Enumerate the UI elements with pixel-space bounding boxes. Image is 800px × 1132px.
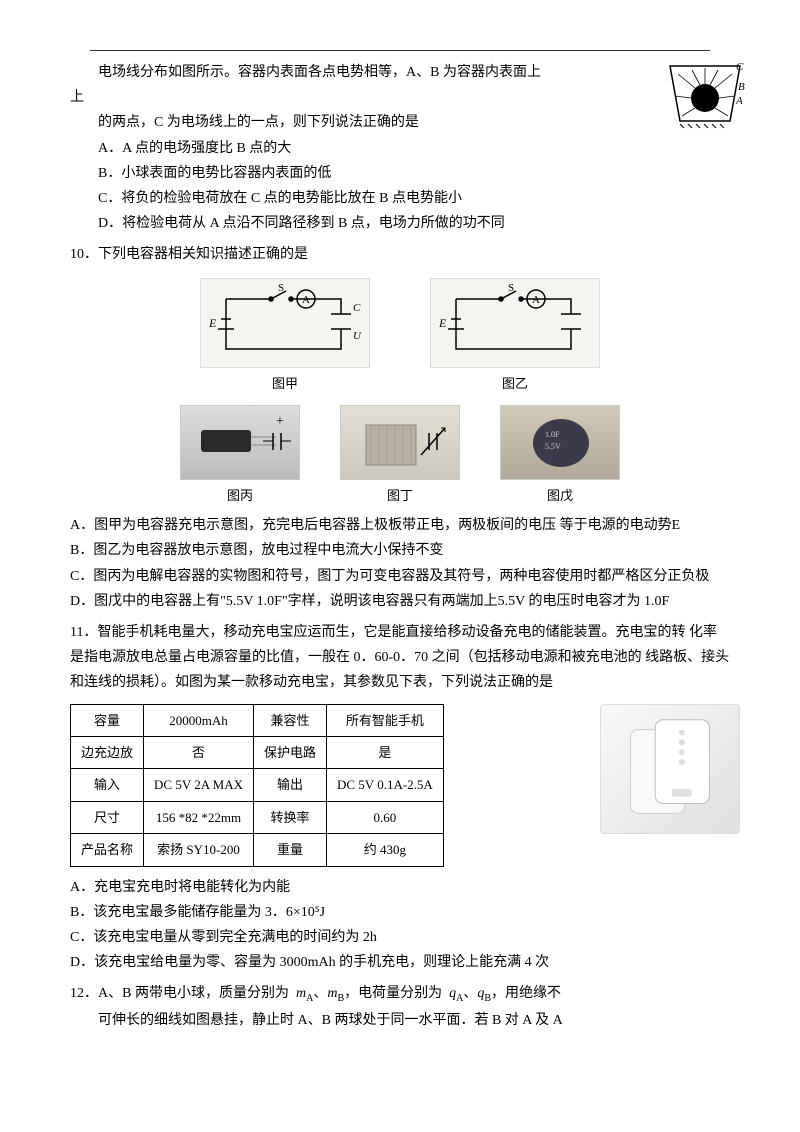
q12-stem-line2: 可伸长的细线如图悬挂，静止时 A、B 两球处于同一水平面．若 B 对 A 及 A: [70, 1008, 730, 1033]
q10-circuit-yi: S A E 图乙: [430, 278, 600, 395]
q10-label-bing: 图丙: [180, 484, 300, 507]
q11-option-c: C．该充电宝电量从零到完全充满电的时间约为 2h: [70, 925, 730, 950]
table-cell: 保护电路: [253, 736, 326, 768]
table-cell: DC 5V 0.1A-2.5A: [327, 769, 444, 801]
table-cell: 输入: [71, 769, 144, 801]
table-cell: 输出: [253, 769, 326, 801]
q10-label-ding: 图丁: [340, 484, 460, 507]
q10-photo-row: + 图丙 图丁 1.0F 5.5V 图戊: [70, 405, 730, 507]
table-cell: 所有智能手机: [327, 704, 444, 736]
svg-text:U: U: [353, 330, 362, 342]
q10-label-yi: 图乙: [430, 372, 600, 395]
table-row: 边充边放否保护电路是: [71, 736, 444, 768]
svg-text:A: A: [302, 294, 310, 306]
table-cell: DC 5V 2A MAX: [144, 769, 254, 801]
q10-option-b: B．图乙为电容器放电示意图，放电过程中电流大小保持不变: [70, 538, 730, 563]
q9-option-c: C．将负的检验电荷放在 C 点的电势能比放在 B 点电势能小: [70, 186, 730, 211]
q9-option-b: B．小球表面的电势比容器内表面的低: [70, 161, 730, 186]
table-cell: 约 430g: [327, 834, 444, 866]
q10-stem: 10．下列电容器相关知识描述正确的是: [70, 242, 730, 267]
q11-spec-table: 容量20000mAh兼容性所有智能手机边充边放否保护电路是输入DC 5V 2A …: [70, 704, 444, 867]
page-top-rule: [90, 50, 710, 51]
q10-circuit-jia: S A C U E 图甲: [200, 278, 370, 395]
svg-text:A: A: [532, 294, 540, 306]
table-cell: 否: [144, 736, 254, 768]
table-cell: 容量: [71, 704, 144, 736]
table-row: 容量20000mAh兼容性所有智能手机: [71, 704, 444, 736]
q11-stem: 11．智能手机耗电量大，移动充电宝应运而生，它是能直接给移动设备充电的储能装置。…: [70, 620, 730, 696]
table-cell: 产品名称: [71, 834, 144, 866]
question-9: C B A 电场线分布如图所示。容器内表面各点电势相等，A、B 为容器内表面上 …: [70, 60, 730, 236]
table-cell: 尺寸: [71, 801, 144, 833]
q11-option-d: D．该充电宝给电量为零、容量为 3000mAh 的手机充电，则理论上能充满 4 …: [70, 950, 730, 975]
question-10: 10．下列电容器相关知识描述正确的是: [70, 242, 730, 614]
q10-circuit-row: S A C U E 图甲: [70, 278, 730, 395]
q11-option-a: A．充电宝充电时将电能转化为内能: [70, 875, 730, 900]
q10-option-c: C．图丙为电解电容器的实物图和符号，图丁为可变电容器及其符号，两种电容使用时都严…: [70, 564, 730, 589]
table-cell: 索扬 SY10-200: [144, 834, 254, 866]
q11-powerbank-image: [600, 704, 740, 834]
q10-option-a: A．图甲为电容器充电示意图，充完电后电容器上极板带正电，两极板间的电压 等于电源…: [70, 513, 730, 538]
q11-option-b: B．该充电宝最多能储存能量为 3．6×10⁵J: [70, 900, 730, 925]
svg-text:S: S: [278, 282, 284, 294]
q10-label-jia: 图甲: [200, 372, 370, 395]
q9-option-a: A．A 点的电场强度比 B 点的大: [70, 136, 730, 161]
svg-text:E: E: [208, 316, 217, 330]
table-cell: 是: [327, 736, 444, 768]
table-cell: 20000mAh: [144, 704, 254, 736]
q9-label-c: C: [736, 61, 744, 73]
q9-option-d: D．将检验电荷从 A 点沿不同路径移到 B 点，电场力所做的功不同: [70, 211, 730, 236]
q12-stem-line1: 12．A、B 两带电小球，质量分别为 mA、mB，电荷量分别为 qA、qB，用绝…: [70, 981, 730, 1008]
table-cell: 156 *82 *22mm: [144, 801, 254, 833]
svg-text:C: C: [353, 302, 361, 314]
table-row: 输入DC 5V 2A MAX输出DC 5V 0.1A-2.5A: [71, 769, 444, 801]
q9-intro-line1: 电场线分布如图所示。容器内表面各点电势相等，A、B 为容器内表面上: [70, 60, 730, 85]
q10-label-wu: 图戊: [500, 484, 620, 507]
q10-option-d: D．图戊中的电容器上有"5.5V 1.0F"字样，说明该电容器只有两端加上5.5…: [70, 589, 730, 614]
q11-table-wrap: 容量20000mAh兼容性所有智能手机边充边放否保护电路是输入DC 5V 2A …: [70, 704, 730, 867]
table-row: 尺寸156 *82 *22mm转换率0.60: [71, 801, 444, 833]
q10-photo-wu: 1.0F 5.5V 图戊: [500, 405, 620, 507]
svg-text:1.0F: 1.0F: [545, 430, 560, 439]
table-cell: 兼容性: [253, 704, 326, 736]
q9-label-b: B: [738, 81, 745, 93]
table-cell: 重量: [253, 834, 326, 866]
table-cell: 转换率: [253, 801, 326, 833]
table-row: 产品名称索扬 SY10-200重量约 430g: [71, 834, 444, 866]
q9-intro-line2: 的两点，C 为电场线上的一点，则下列说法正确的是: [70, 110, 730, 135]
q9-figure: C B A: [660, 56, 750, 131]
svg-text:E: E: [438, 316, 447, 330]
table-cell: 边充边放: [71, 736, 144, 768]
q9-intro-line1b: 上: [70, 85, 730, 110]
question-11: 11．智能手机耗电量大，移动充电宝应运而生，它是能直接给移动设备充电的储能装置。…: [70, 620, 730, 975]
svg-text:5.5V: 5.5V: [545, 442, 561, 451]
svg-text:+: +: [276, 414, 284, 429]
q9-label-a: A: [735, 95, 743, 107]
table-cell: 0.60: [327, 801, 444, 833]
q10-photo-bing: + 图丙: [180, 405, 300, 507]
svg-text:S: S: [508, 282, 514, 294]
question-12: 12．A、B 两带电小球，质量分别为 mA、mB，电荷量分别为 qA、qB，用绝…: [70, 981, 730, 1033]
q10-photo-ding: 图丁: [340, 405, 460, 507]
